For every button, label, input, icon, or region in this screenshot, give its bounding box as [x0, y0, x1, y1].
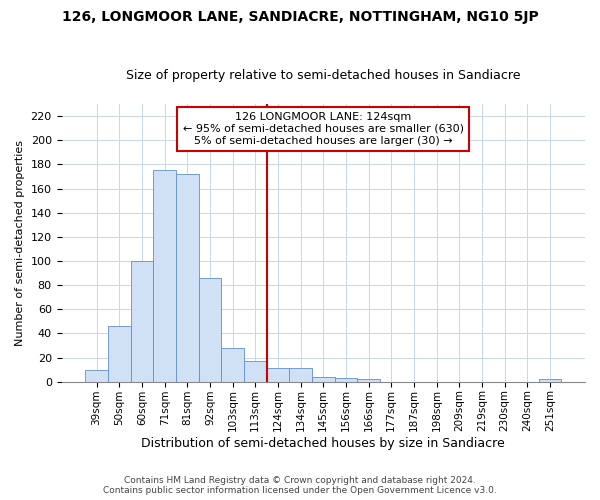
Title: Size of property relative to semi-detached houses in Sandiacre: Size of property relative to semi-detach… — [126, 69, 521, 82]
Bar — [85, 370, 108, 382]
Bar — [335, 378, 357, 382]
Bar — [199, 278, 221, 382]
Text: 126 LONGMOOR LANE: 124sqm
← 95% of semi-detached houses are smaller (630)
5% of : 126 LONGMOOR LANE: 124sqm ← 95% of semi-… — [183, 112, 464, 146]
Bar — [154, 170, 176, 382]
Text: Contains HM Land Registry data © Crown copyright and database right 2024.
Contai: Contains HM Land Registry data © Crown c… — [103, 476, 497, 495]
Bar — [266, 368, 289, 382]
Bar — [244, 361, 266, 382]
Bar — [312, 377, 335, 382]
Bar — [131, 261, 154, 382]
Bar — [108, 326, 131, 382]
Bar — [357, 380, 380, 382]
Bar — [221, 348, 244, 382]
Bar — [539, 380, 561, 382]
X-axis label: Distribution of semi-detached houses by size in Sandiacre: Distribution of semi-detached houses by … — [142, 437, 505, 450]
Text: 126, LONGMOOR LANE, SANDIACRE, NOTTINGHAM, NG10 5JP: 126, LONGMOOR LANE, SANDIACRE, NOTTINGHA… — [62, 10, 538, 24]
Bar — [176, 174, 199, 382]
Bar — [289, 368, 312, 382]
Y-axis label: Number of semi-detached properties: Number of semi-detached properties — [15, 140, 25, 346]
